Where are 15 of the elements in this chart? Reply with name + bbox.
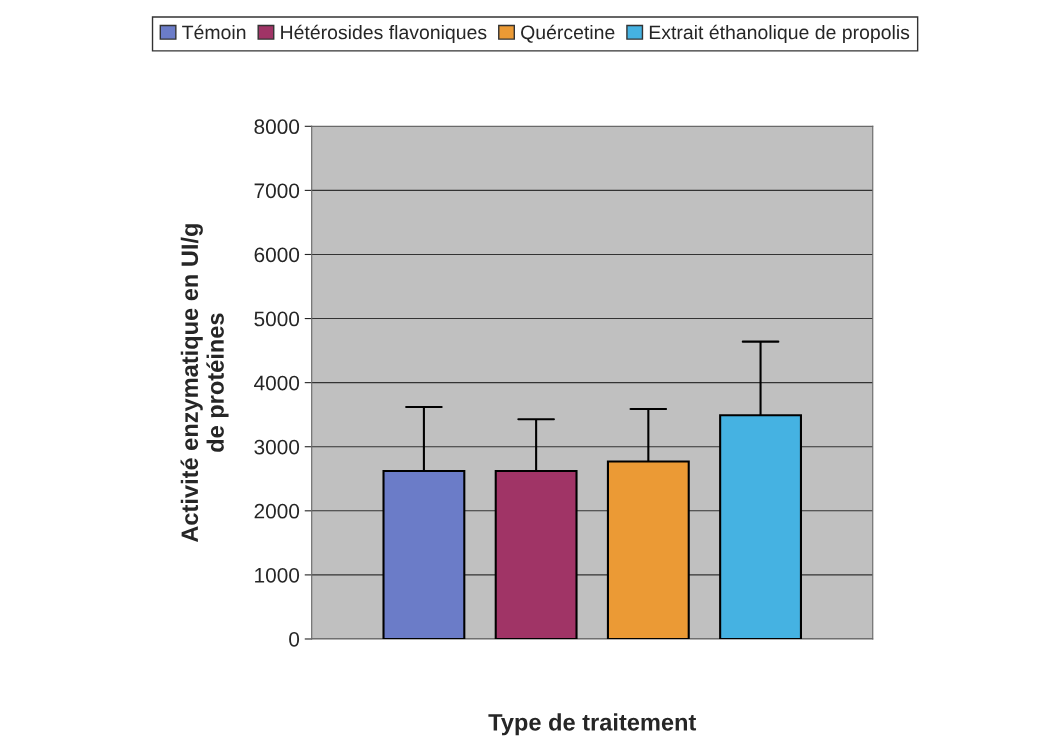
legend-label: Quércetine <box>521 24 615 43</box>
x-axis-title: Type de traitement <box>488 713 697 736</box>
y-tick-label: 0 <box>289 631 300 647</box>
y-tick-label: 5000 <box>254 311 300 327</box>
y-tick-label: 7000 <box>254 183 300 199</box>
legend-label: Extrait éthanolique de propolis <box>649 24 910 44</box>
legend-label: Témoin <box>182 24 246 40</box>
legend-label: Hétérosides flavoniques <box>281 24 487 44</box>
y-tick-label: 1000 <box>255 567 300 583</box>
y-tick-label: 6000 <box>254 247 300 263</box>
y-tick-label: 2000 <box>254 503 300 519</box>
y-tick-label: 3000 <box>254 439 300 455</box>
y-tick-label: 4000 <box>254 375 300 391</box>
y-tick-label: 8000 <box>254 119 300 135</box>
y-axis-title: Activité enzymatique en UI/g de protéines <box>180 224 229 543</box>
